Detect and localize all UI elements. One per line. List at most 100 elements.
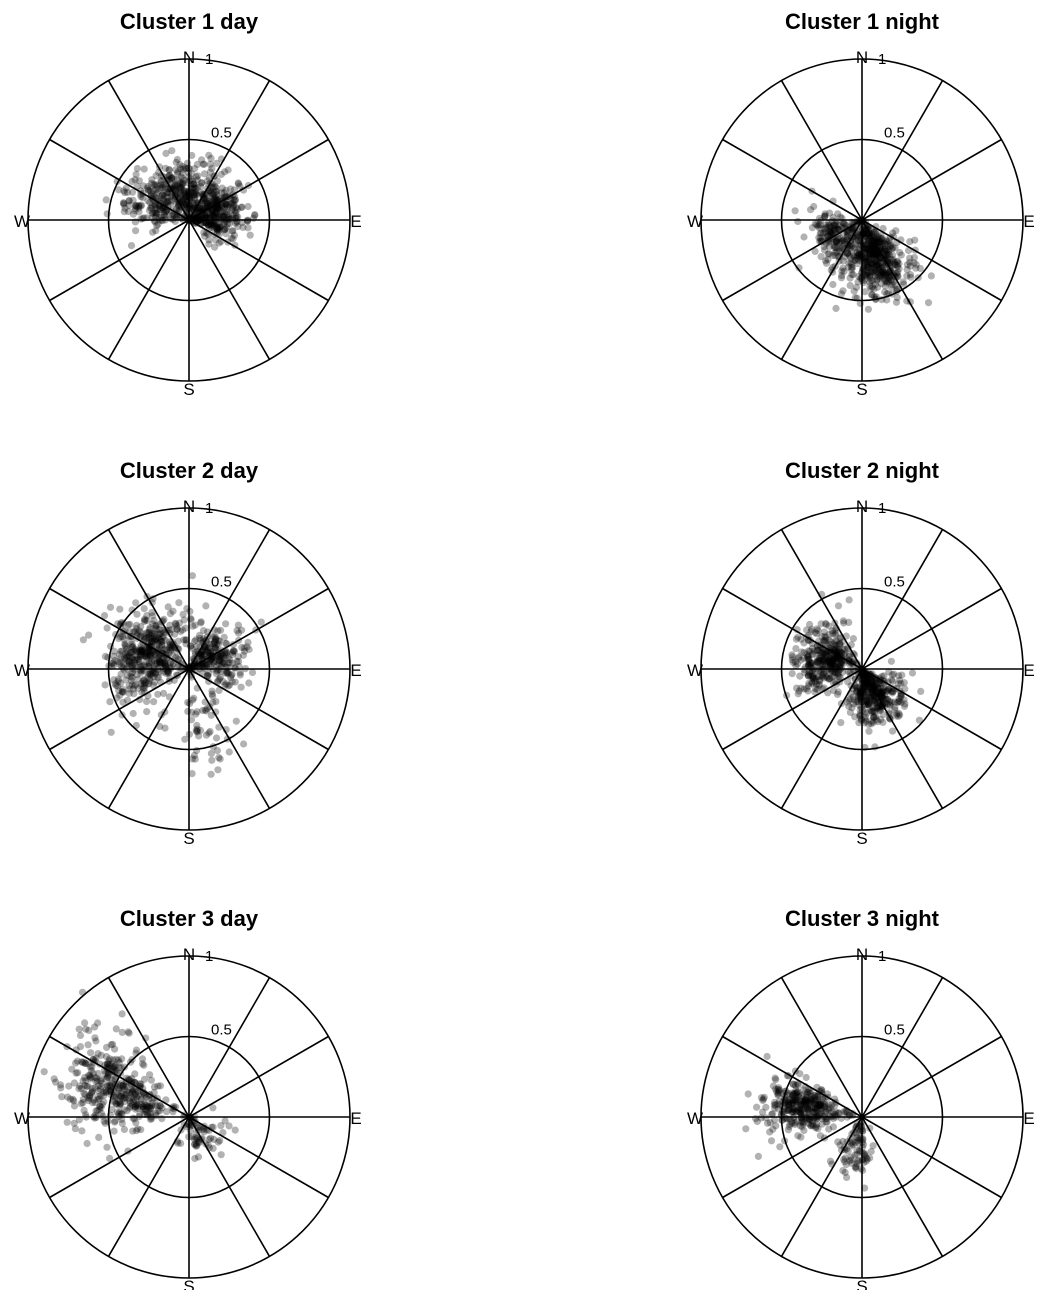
data-point: [906, 238, 914, 246]
data-point: [869, 243, 878, 251]
data-point: [169, 607, 177, 615]
data-point: [204, 201, 212, 209]
data-point: [829, 251, 837, 259]
data-point: [179, 196, 187, 204]
data-point: [188, 196, 196, 204]
data-point: [171, 182, 179, 190]
data-point: [210, 189, 218, 197]
data-point: [101, 652, 109, 661]
data-point: [217, 212, 226, 220]
data-point: [130, 682, 139, 690]
data-point: [767, 1137, 776, 1145]
chart-title: Cluster 1 day: [120, 9, 259, 34]
data-point: [145, 645, 153, 653]
data-point: [214, 198, 222, 207]
data-point: [164, 668, 172, 676]
data-point: [199, 200, 207, 208]
data-point: [204, 221, 212, 229]
data-point: [759, 1108, 767, 1116]
data-point: [151, 650, 160, 659]
data-point: [208, 183, 216, 191]
data-point: [191, 1141, 199, 1149]
spoke-150: [861, 1116, 944, 1257]
data-point: [826, 227, 834, 235]
data-point: [813, 1106, 821, 1114]
data-point: [891, 261, 900, 269]
data-point: [184, 203, 193, 212]
data-point: [102, 196, 110, 204]
data-point: [175, 196, 183, 204]
data-point: [875, 253, 883, 261]
data-point: [772, 1122, 780, 1130]
data-point: [794, 217, 802, 226]
data-point: [226, 193, 234, 201]
data-point: [203, 192, 211, 200]
data-point: [849, 635, 858, 643]
data-point: [831, 249, 839, 257]
data-point: [183, 159, 192, 167]
data-point: [147, 634, 155, 643]
data-point: [191, 211, 199, 219]
data-point: [878, 235, 886, 243]
data-point: [201, 204, 209, 212]
data-point: [881, 240, 889, 248]
data-point: [185, 215, 193, 224]
data-point: [147, 192, 155, 200]
data-point: [171, 212, 179, 220]
data-point: [126, 1058, 135, 1066]
data-point: [129, 665, 137, 673]
data-point: [144, 197, 152, 205]
data-point: [229, 202, 238, 210]
data-point: [875, 266, 884, 274]
data-point: [182, 636, 190, 644]
data-point: [129, 210, 137, 218]
data-point: [859, 229, 867, 237]
data-point: [244, 181, 252, 190]
radial-tick-label-2: 1: [878, 948, 886, 965]
data-point: [177, 186, 185, 194]
data-point: [155, 168, 163, 176]
data-point: [160, 189, 168, 197]
data-point: [857, 247, 865, 255]
data-point: [199, 706, 207, 715]
data-point: [881, 282, 889, 290]
data-point: [233, 205, 242, 213]
data-point: [889, 257, 897, 265]
data-point: [856, 252, 864, 260]
data-point: [153, 205, 161, 213]
data-point: [208, 164, 216, 172]
data-point: [222, 186, 230, 194]
data-point: [127, 242, 136, 250]
data-point: [222, 217, 230, 225]
data-point: [209, 212, 217, 220]
data-point: [227, 215, 235, 223]
data-point: [156, 650, 164, 658]
data-point: [251, 211, 259, 220]
data-point: [185, 165, 193, 173]
chart-title: Cluster 3 night: [785, 906, 940, 931]
data-point: [103, 1043, 111, 1051]
data-point: [877, 272, 886, 280]
data-point: [150, 1088, 158, 1097]
data-point: [199, 195, 208, 203]
data-point: [166, 664, 174, 672]
data-point: [893, 258, 901, 266]
data-point: [91, 1114, 99, 1122]
data-point: [223, 193, 231, 201]
data-point: [875, 239, 884, 247]
data-point: [834, 231, 842, 239]
data-point: [843, 227, 852, 236]
data-point: [157, 630, 165, 638]
data-point: [167, 214, 175, 222]
data-point: [864, 262, 872, 270]
data-point: [215, 226, 223, 234]
spoke-120: [188, 219, 329, 302]
data-point: [112, 1025, 120, 1033]
radial-tick-label-1: 0.5: [884, 1022, 905, 1039]
data-point: [214, 676, 222, 685]
data-point: [175, 202, 183, 210]
data-point: [868, 291, 876, 299]
data-point: [878, 702, 886, 710]
data-point: [859, 264, 868, 273]
data-point: [860, 247, 868, 255]
